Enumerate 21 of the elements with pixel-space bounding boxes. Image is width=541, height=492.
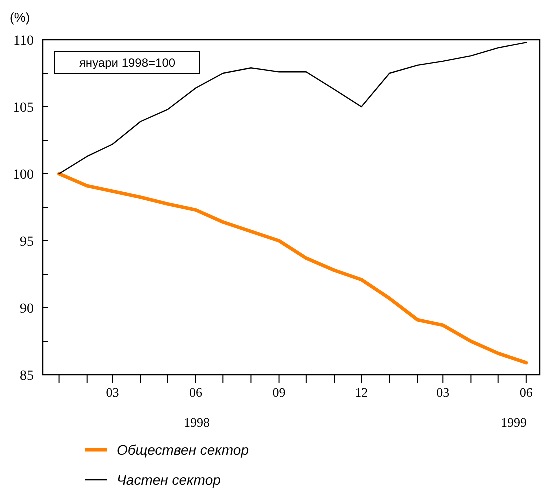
y-tick-label: 100 <box>13 168 34 183</box>
text: 1998 <box>184 415 210 430</box>
x-tick-label: 09 <box>272 385 286 400</box>
x-tick-label: 06 <box>520 385 534 400</box>
legend-label: Обществен сектор <box>117 442 250 458</box>
line-series <box>58 172 528 365</box>
x-tick-label: 03 <box>106 385 120 400</box>
y-tick-label: 95 <box>20 234 34 250</box>
x-tick-label: 03 <box>436 385 450 400</box>
y-tick-label: 110 <box>14 34 34 49</box>
y-tick-label: 105 <box>13 100 34 116</box>
x-tick-label: 12 <box>355 385 368 400</box>
x-tick-label: 06 <box>189 385 203 400</box>
y-axis-title: (%) <box>10 10 30 25</box>
legend-label: Частен сектор <box>117 472 222 488</box>
annotation: януари 1998=100 <box>79 56 176 70</box>
y-tick-label: 85 <box>20 368 34 384</box>
text: 1999 <box>501 415 527 430</box>
y-tick-label: 90 <box>20 302 34 317</box>
line-series <box>58 42 528 175</box>
note-box: януари 1998=100 <box>54 52 200 74</box>
